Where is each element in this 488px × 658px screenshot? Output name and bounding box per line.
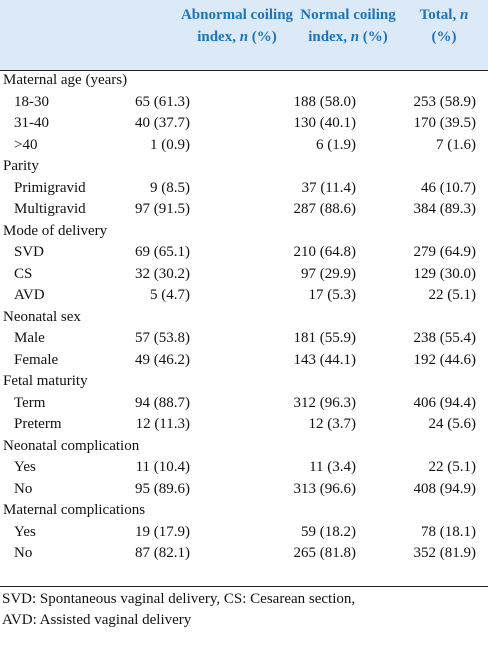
cell-value: 5 (4.7) <box>150 287 190 303</box>
cell-value: 11 (3.4) <box>309 459 356 475</box>
cell-value: 97 (29.9) <box>301 265 356 282</box>
header-text: (%) <box>431 28 457 45</box>
cell-value: 65 (61.3) <box>135 93 190 110</box>
row-label: Multigravid <box>14 201 86 217</box>
row-label: Male <box>14 330 45 346</box>
cell-value: 87 (82.1) <box>135 545 190 561</box>
group-label: Maternal age (years) <box>3 72 128 88</box>
cell-value: 265 (81.8) <box>293 545 357 561</box>
cell-value: 181 (55.9) <box>293 330 357 346</box>
cell-value: 12 (3.7) <box>308 416 357 432</box>
cell-value: 37 (11.4) <box>301 179 356 196</box>
row-label: 31-40 <box>14 115 49 131</box>
cell-value: 7 (1.6) <box>436 136 476 153</box>
cell-value: 313 (96.6) <box>293 480 357 497</box>
group-label: Parity <box>3 158 39 174</box>
row-label: >40 <box>14 136 38 153</box>
cell-value: 94 (88.7) <box>135 394 190 411</box>
cell-value: 143 (44.1) <box>293 351 357 368</box>
group-label: Neonatal complication <box>3 437 140 454</box>
group-label: Maternal complications <box>3 502 146 518</box>
cell-value: 12 (11.3) <box>135 416 190 432</box>
cell-value: 406 (94.4) <box>413 394 477 411</box>
cell-value: 408 (94.9) <box>413 480 477 497</box>
row-label: AVD <box>14 287 45 303</box>
row-label: Yes <box>14 523 36 540</box>
cell-value: 287 (88.6) <box>293 201 357 217</box>
header-italic: n <box>350 28 360 45</box>
row-label: 18-30 <box>14 93 49 110</box>
footnote-line: AVD: Assisted vaginal delivery <box>2 612 192 628</box>
table-header: Abnormal coiling index, n (%) Normal coil… <box>0 0 488 71</box>
row-label: CS <box>14 265 33 282</box>
cell-value: 210 (64.8) <box>293 244 357 260</box>
cell-value: 57 (53.8) <box>135 330 190 346</box>
group-label: Fetal maturity <box>3 373 88 389</box>
header-italic: n <box>459 7 469 23</box>
cell-value: 40 (37.7) <box>135 115 190 131</box>
column-header: Normal coiling index, n (%) <box>296 5 400 48</box>
cell-value: 253 (58.9) <box>413 93 477 110</box>
cell-value: 384 (89.3) <box>413 201 477 217</box>
cell-value: 170 (39.5) <box>413 115 477 131</box>
row-label: Female <box>14 351 59 368</box>
cell-value: 32 (30.2) <box>135 265 190 282</box>
row-label: Preterm <box>14 416 62 432</box>
row-label: No <box>14 480 33 497</box>
group-label: Neonatal sex <box>3 308 81 325</box>
cell-value: 6 (1.9) <box>316 136 356 153</box>
cell-value: 22 (5.1) <box>428 287 477 303</box>
header-text: Normal coiling index, <box>300 7 396 45</box>
cell-value: 49 (46.2) <box>135 351 190 368</box>
cell-value: 279 (64.9) <box>413 244 477 260</box>
cell-value: 1 (0.9) <box>150 136 190 153</box>
cell-value: 46 (10.7) <box>421 179 476 196</box>
cell-value: 129 (30.0) <box>413 265 477 282</box>
cell-value: 19 (17.9) <box>135 523 190 540</box>
cell-value: 312 (96.3) <box>293 394 357 411</box>
header-text: (%) <box>251 28 277 45</box>
row-label: Term <box>14 394 46 411</box>
header-text: (%) <box>362 28 388 45</box>
cell-value: 78 (18.1) <box>421 523 476 540</box>
cell-value: 238 (55.4) <box>413 330 477 346</box>
cell-value: 11 (10.4) <box>135 459 190 475</box>
cell-value: 95 (89.6) <box>135 480 190 497</box>
cell-value: 188 (58.0) <box>293 93 357 110</box>
cell-value: 59 (18.2) <box>301 523 356 540</box>
cell-value: 17 (5.3) <box>308 287 357 303</box>
header-text: Abnormal coiling index, <box>180 7 294 45</box>
cell-value: 192 (44.6) <box>413 351 477 368</box>
cell-value: 97 (91.5) <box>135 201 190 217</box>
column-header: Abnormal coiling index, n (%) <box>178 5 296 48</box>
cell-value: 22 (5.1) <box>428 459 477 475</box>
cell-value: 9 (8.5) <box>150 179 190 196</box>
cell-value: 69 (65.1) <box>135 244 190 260</box>
group-label: Mode of delivery <box>3 222 108 239</box>
row-label: SVD <box>14 244 45 260</box>
row-label: Primigravid <box>14 179 86 196</box>
table-footnote: SVD: Spontaneous vaginal delivery, CS: C… <box>0 586 488 631</box>
cell-value: 24 (5.6) <box>428 416 477 432</box>
cell-value: 352 (81.9) <box>413 545 477 561</box>
cell-value: 130 (40.1) <box>293 115 357 131</box>
column-header: Total, n (%) <box>406 5 482 48</box>
row-label: Yes <box>14 459 36 475</box>
header-text: Total, <box>419 7 457 23</box>
footnote-line: SVD: Spontaneous vaginal delivery, CS: C… <box>2 591 356 607</box>
header-italic: n <box>239 28 249 45</box>
row-label: No <box>14 545 33 561</box>
